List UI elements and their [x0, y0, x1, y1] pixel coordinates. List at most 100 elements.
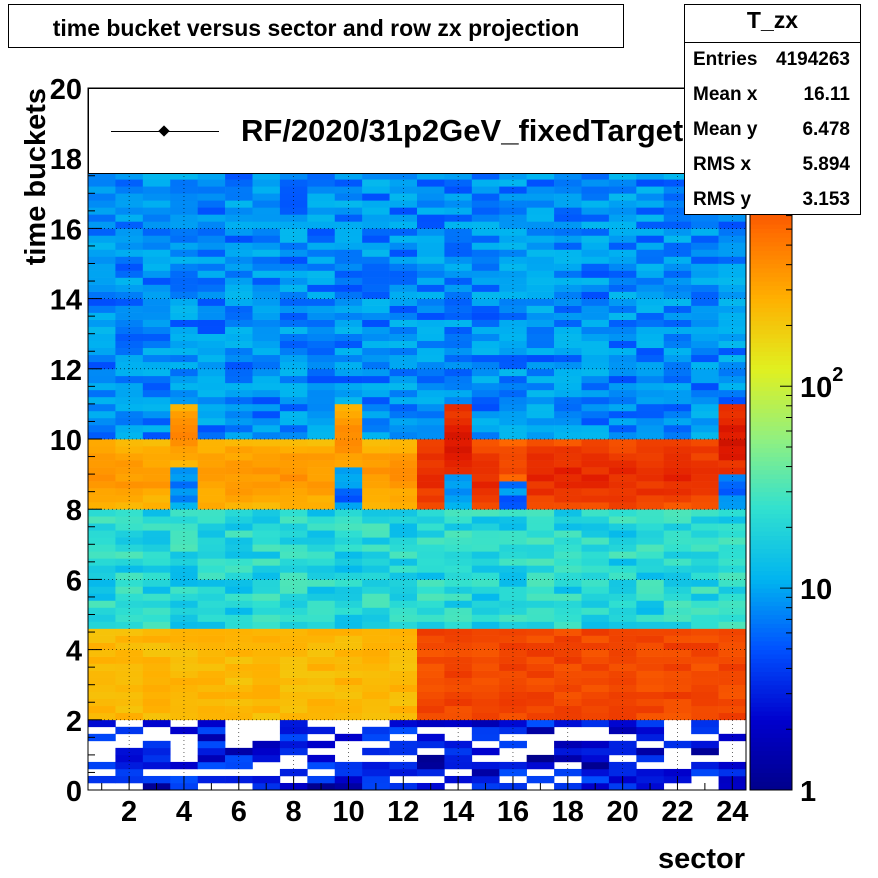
heatmap-cell: [362, 186, 390, 194]
colorbar-segment: [750, 627, 792, 633]
heatmap-cell: [499, 607, 527, 615]
heatmap-cell: [115, 298, 144, 306]
colorbar-segment: [750, 241, 792, 247]
heatmap-cell: [88, 530, 116, 538]
heatmap-cell: [252, 516, 281, 524]
heatmap-cell: [526, 670, 555, 678]
heatmap-cell: [88, 186, 116, 194]
heatmap-cell: [279, 235, 308, 243]
heatmap-cell: [417, 635, 445, 643]
heatmap-cell: [362, 235, 390, 243]
heatmap-cell: [608, 417, 637, 426]
heatmap-cell: [444, 495, 473, 503]
heatmap-cell: [691, 502, 719, 510]
heatmap-cell: [115, 649, 144, 657]
heatmap-cell: [471, 775, 500, 784]
heatmap-cell: [115, 488, 144, 496]
heatmap-cell: [307, 495, 336, 503]
heatmap-cell: [554, 235, 582, 243]
heatmap-cell: [362, 523, 390, 531]
heatmap-cell: [499, 221, 527, 229]
heatmap-cell: [526, 389, 555, 398]
heatmap-cell: [718, 565, 747, 573]
heatmap-cell: [334, 375, 363, 384]
colorbar-segment: [750, 671, 792, 677]
heatmap-cell: [142, 600, 171, 608]
heatmap-cell: [581, 565, 610, 573]
heatmap-cell: [499, 298, 527, 306]
heatmap-cell: [417, 270, 445, 278]
heatmap-cell: [197, 544, 226, 552]
heatmap-cell: [608, 670, 637, 678]
heatmap-cell: [225, 474, 253, 482]
heatmap-cell: [581, 249, 610, 257]
heatmap-cell: [88, 761, 116, 770]
heatmap-cell: [471, 621, 500, 629]
heatmap-cell: [471, 193, 500, 201]
heatmap-cell: [636, 579, 665, 587]
heatmap-cell: [170, 544, 198, 552]
heatmap-cell: [252, 628, 281, 636]
heatmap-cell: [554, 305, 582, 313]
heatmap-cell: [636, 642, 665, 650]
heatmap-cell: [691, 368, 719, 377]
colorbar-segment: [750, 307, 792, 313]
heatmap-cell: [663, 361, 692, 370]
heatmap-cell: [115, 754, 144, 763]
heatmap-cell: [471, 439, 500, 447]
heatmap-cell: [279, 375, 308, 384]
heatmap-cell: [170, 249, 198, 257]
heatmap-cell: [691, 403, 719, 412]
heatmap-cell: [362, 375, 390, 384]
heatmap-cell: [334, 642, 363, 650]
heatmap-cell: [279, 747, 308, 756]
colorbar-segment: [750, 588, 792, 594]
heatmap-cell: [307, 242, 336, 250]
heatmap-cell: [88, 347, 116, 356]
heatmap-cell: [362, 228, 390, 236]
heatmap-cell: [362, 368, 390, 377]
heatmap-cell: [417, 326, 445, 334]
heatmap-cell: [115, 200, 144, 208]
heatmap-cell: [334, 488, 363, 496]
heatmap-cell: [88, 396, 116, 405]
x-tick-label: 20: [606, 796, 638, 828]
heatmap-cell: [444, 319, 473, 327]
colorbar-segment: [750, 575, 792, 580]
heatmap-cell: [608, 593, 637, 601]
heatmap-cell: [526, 298, 555, 306]
heatmap-cell: [170, 382, 198, 391]
heatmap-cell: [417, 558, 445, 566]
heatmap-cell: [307, 691, 336, 700]
heatmap-cell: [444, 551, 473, 559]
heatmap-cell: [115, 277, 144, 285]
heatmap-cell: [526, 235, 555, 243]
heatmap-cell: [554, 516, 582, 524]
heatmap-cell: [307, 410, 336, 419]
heatmap-cell: [279, 523, 308, 531]
heatmap-cell: [718, 705, 747, 714]
heatmap-cell: [252, 502, 281, 510]
heatmap-cell: [636, 593, 665, 601]
heatmap-cell: [307, 649, 336, 657]
heatmap-cell: [526, 361, 555, 370]
heatmap-cell: [608, 761, 637, 770]
heatmap-cell: [526, 186, 555, 194]
heatmap-cell: [718, 439, 747, 447]
heatmap-cell: [608, 410, 637, 419]
heatmap-cell: [279, 298, 308, 306]
heatmap-cell: [225, 410, 253, 419]
heatmap-cell: [279, 502, 308, 510]
heatmap-cell: [279, 333, 308, 342]
colorbar-segment: [750, 561, 792, 567]
heatmap-cell: [718, 698, 747, 707]
heatmap-cell: [170, 677, 198, 685]
heatmap-cell: [142, 249, 171, 257]
heatmap-cell: [526, 593, 555, 601]
colorbar-segment: [750, 351, 792, 357]
heatmap-cell: [663, 291, 692, 299]
heatmap-cell: [362, 207, 390, 215]
heatmap-cell: [252, 614, 281, 622]
heatmap-cell: [252, 270, 281, 278]
heatmap-cell: [691, 677, 719, 685]
